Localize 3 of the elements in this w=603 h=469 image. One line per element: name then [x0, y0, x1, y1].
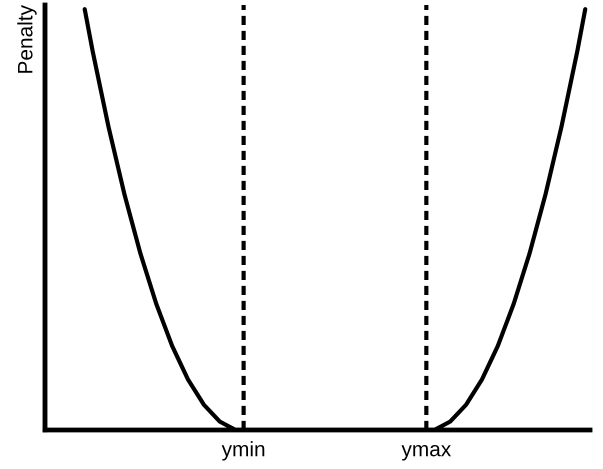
x-tick-label: ymin — [222, 441, 264, 461]
x-tick-label: ymax — [402, 445, 452, 461]
y-axis-title: Penalty — [17, 5, 37, 73]
